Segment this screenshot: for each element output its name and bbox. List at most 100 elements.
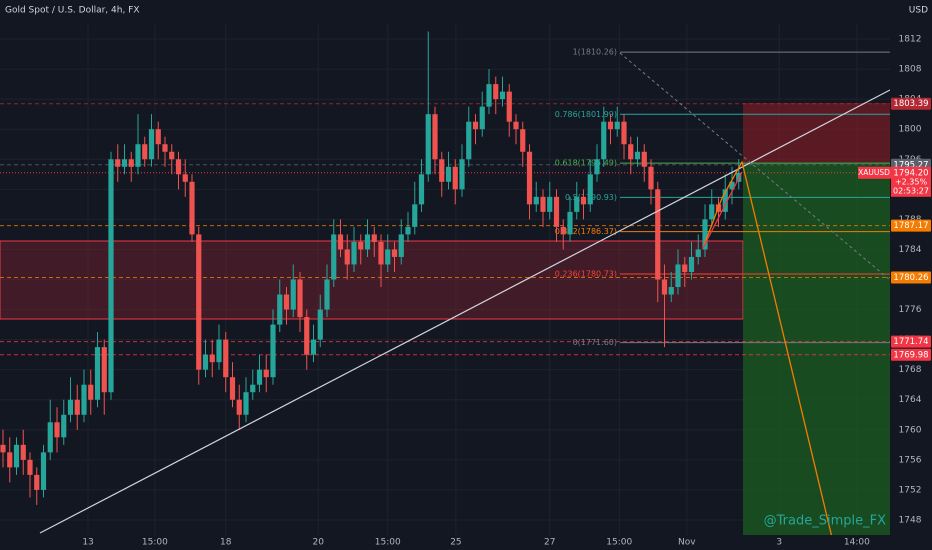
candle-body bbox=[27, 459, 33, 475]
candle-body bbox=[162, 144, 168, 152]
candle-body bbox=[661, 279, 668, 295]
price-tag-label: 1803.39 bbox=[893, 99, 928, 109]
candle-body bbox=[88, 384, 94, 400]
candle-body bbox=[439, 159, 445, 182]
candle-body bbox=[648, 166, 654, 190]
fib-label: 0.786(1801.99) bbox=[555, 110, 617, 119]
y-tick-label: 1768 bbox=[899, 365, 922, 375]
candle-body bbox=[526, 151, 533, 205]
candle-body bbox=[493, 84, 499, 100]
grid bbox=[0, 24, 890, 535]
last-price-label: 1794.20 bbox=[893, 168, 928, 178]
candle-body bbox=[391, 249, 398, 257]
candle-body bbox=[412, 204, 418, 227]
candle-body bbox=[486, 84, 492, 107]
fib-label: 1(1810.26) bbox=[573, 48, 617, 57]
candle-body bbox=[452, 166, 458, 190]
y-tick-label: 1748 bbox=[899, 515, 922, 525]
projection-line bbox=[702, 171, 743, 249]
candle-body bbox=[216, 339, 222, 363]
fib-diagonal bbox=[619, 52, 891, 281]
candle-body bbox=[567, 211, 573, 235]
candle-body bbox=[223, 339, 229, 378]
candle-body bbox=[607, 121, 614, 130]
x-tick-label: 15:00 bbox=[606, 538, 632, 548]
candle-body bbox=[688, 256, 695, 272]
candles bbox=[0, 31, 742, 505]
candle-body bbox=[560, 226, 566, 235]
candle-body bbox=[256, 369, 263, 385]
candle-body bbox=[47, 422, 53, 453]
time-axis bbox=[0, 535, 932, 550]
levels: 1(1810.26) 0.786(1801.99) 0.618(1795.49) 0.… bbox=[0, 48, 890, 356]
y-tick-label: 1760 bbox=[899, 425, 922, 435]
price-tag bbox=[891, 97, 931, 110]
candle-body bbox=[236, 399, 242, 415]
x-tick-label: 20 bbox=[312, 538, 324, 548]
candle-body bbox=[729, 181, 735, 190]
candle-body bbox=[304, 317, 310, 355]
price-tag bbox=[891, 271, 931, 284]
candle-body bbox=[506, 91, 512, 122]
candle-body bbox=[108, 159, 114, 393]
x-tick-label: 14:00 bbox=[844, 538, 870, 548]
x-tick-label: 15:00 bbox=[375, 538, 401, 548]
candle-body bbox=[20, 444, 26, 460]
candle-body bbox=[378, 241, 384, 265]
candle-body bbox=[540, 196, 546, 212]
candle-body bbox=[459, 159, 465, 190]
candle-body bbox=[229, 377, 236, 400]
change-label: +2.35% bbox=[895, 177, 928, 186]
countdown-label: 02:53:27 bbox=[893, 186, 929, 195]
candle-body bbox=[196, 234, 202, 370]
candle-body bbox=[472, 121, 479, 130]
candle-body bbox=[175, 159, 182, 175]
candle-body bbox=[40, 452, 47, 490]
chart-title: Gold Spot / U.S. Dollar, 4h, FX bbox=[5, 6, 140, 16]
candle-body bbox=[94, 347, 101, 400]
y-tick-label: 1800 bbox=[899, 125, 922, 135]
candle-body bbox=[101, 347, 107, 393]
price-tag bbox=[891, 335, 931, 348]
candle-body bbox=[614, 121, 620, 130]
fib-label: 0(1771.60) bbox=[573, 338, 617, 347]
supply-zone bbox=[0, 240, 744, 320]
x-tick-label: 15:00 bbox=[142, 538, 168, 548]
candle-body bbox=[668, 287, 674, 295]
candle-body bbox=[601, 121, 607, 160]
y-tick-label: 1776 bbox=[899, 305, 922, 315]
candle-body bbox=[587, 174, 593, 205]
candle-body bbox=[445, 166, 452, 182]
candle-body bbox=[398, 234, 404, 257]
last-price-tag bbox=[891, 166, 931, 197]
candle-body bbox=[695, 249, 701, 257]
candle-body bbox=[270, 324, 276, 378]
candle-body bbox=[135, 144, 141, 167]
candle-body bbox=[479, 106, 485, 130]
candle-body bbox=[182, 174, 188, 182]
candle-body bbox=[337, 234, 344, 250]
candle-body bbox=[243, 392, 249, 415]
price-tag-label: 1769.98 bbox=[893, 350, 928, 360]
candle-body bbox=[202, 354, 209, 370]
candle-body bbox=[283, 294, 290, 310]
candle-body bbox=[81, 384, 87, 415]
candle-body bbox=[331, 234, 337, 280]
candle-body bbox=[142, 144, 148, 160]
x-tick-label: 18 bbox=[220, 538, 232, 548]
candle-body bbox=[209, 354, 215, 363]
candle-body bbox=[344, 249, 350, 265]
candle-body bbox=[364, 234, 371, 250]
price-tag-label: 1795.27 bbox=[893, 160, 928, 170]
watermark: @Trade_Simple_FX bbox=[764, 514, 886, 529]
candle-body bbox=[324, 279, 330, 310]
candle-body bbox=[169, 151, 175, 160]
forecast-path bbox=[702, 160, 836, 550]
stop-loss-box bbox=[743, 103, 890, 163]
candle-body bbox=[425, 114, 431, 175]
candle-body bbox=[155, 129, 161, 145]
candle-body bbox=[358, 241, 364, 250]
candle-body bbox=[513, 121, 519, 130]
